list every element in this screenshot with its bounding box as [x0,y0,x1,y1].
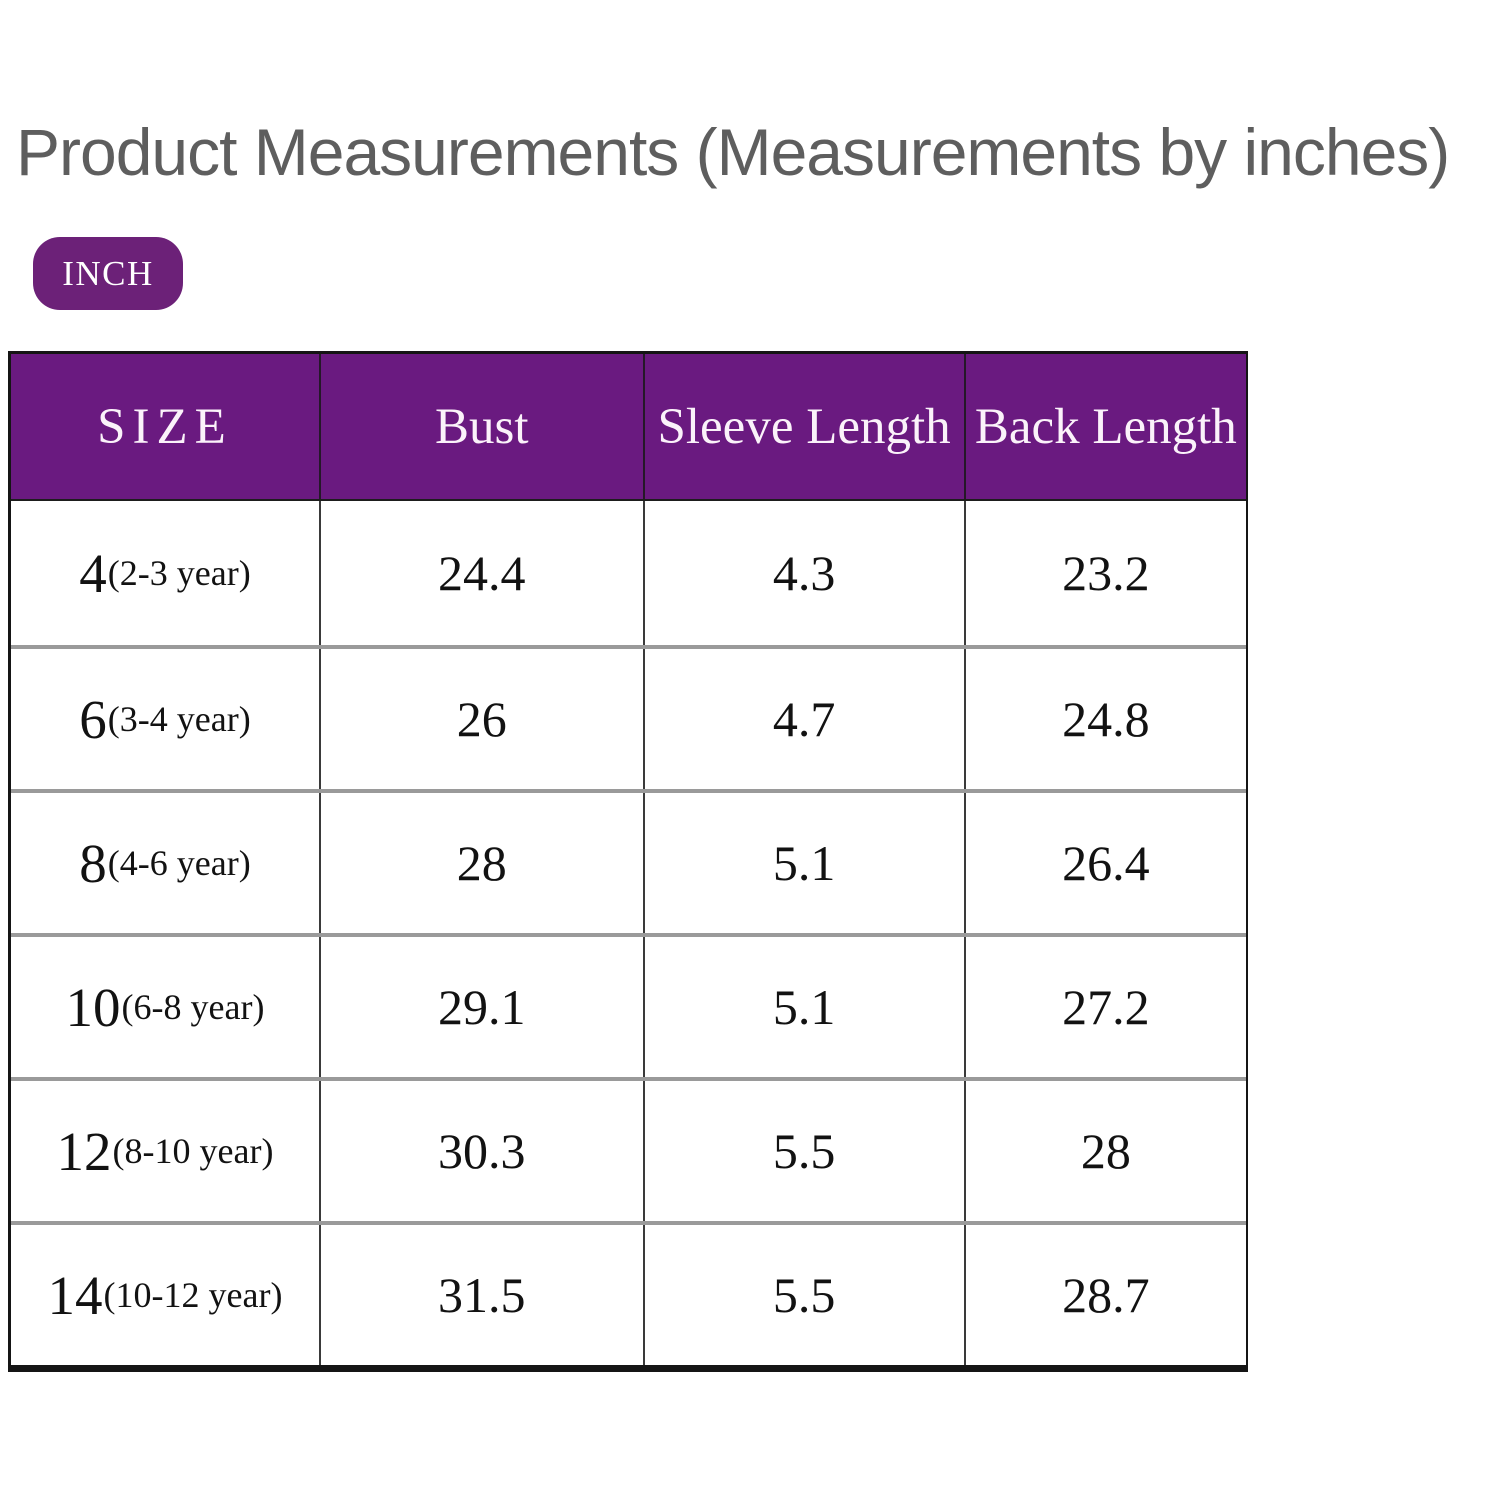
table-row: 8 (4-6 year) 28 5.1 26.4 [11,789,1246,934]
size-cell: 6 (3-4 year) [11,649,321,790]
sleeve-length-value: 5.1 [645,937,966,1078]
table-row: 4 (2-3 year) 24.4 4.3 23.2 [11,501,1246,646]
table-row: 14 (10-12 year) 31.5 5.5 28.7 [11,1221,1246,1366]
table-row: 10 (6-8 year) 29.1 5.1 27.2 [11,933,1246,1078]
sleeve-length-value: 4.7 [645,649,966,790]
size-age-range: (2-3 year) [107,553,251,594]
page-title: Product Measurements (Measurements by in… [16,115,1450,189]
bust-value: 28 [321,793,645,934]
size-age-range: (4-6 year) [107,843,251,884]
back-length-value: 28 [1080,1123,1131,1180]
sleeve-length-value: 5.5 [645,1081,966,1222]
bust-value: 24.4 [321,501,645,646]
table-header-row: SIZE Bust Sleeve Length Back Length [11,354,1246,502]
sleeve-length-value: 4.3 [645,501,966,646]
back-length-value: 23.2 [1062,545,1150,602]
bust-value: 30.3 [321,1081,645,1222]
measurements-table: SIZE Bust Sleeve Length Back Length 4 (2… [8,351,1248,1373]
table-row: 6 (3-4 year) 26 4.7 24.8 [11,645,1246,790]
size-number: 10 [65,976,121,1038]
size-cell: 14 (10-12 year) [11,1225,321,1366]
back-length-value: 28.7 [1062,1267,1150,1324]
back-length-value: 26.4 [1062,835,1150,892]
size-cell: 4 (2-3 year) [11,501,321,646]
bust-value: 26 [321,649,645,790]
table-row: 12 (8-10 year) 30.3 5.5 28 [11,1077,1246,1222]
sleeve-length-value: 5.1 [645,793,966,934]
size-age-range: (8-10 year) [112,1131,274,1172]
inch-unit-badge[interactable]: INCH [33,237,183,311]
size-age-range: (3-4 year) [107,699,251,740]
bust-value: 31.5 [321,1225,645,1366]
size-age-range: (10-12 year) [103,1275,283,1316]
size-cell: 12 (8-10 year) [11,1081,321,1222]
size-age-range: (6-8 year) [121,987,265,1028]
size-cell: 10 (6-8 year) [11,937,321,1078]
column-header-size: SIZE [11,354,321,500]
size-cell: 8 (4-6 year) [11,793,321,934]
bust-value: 29.1 [321,937,645,1078]
size-number: 12 [56,1120,112,1182]
size-number: 8 [79,832,107,894]
size-number: 14 [47,1264,103,1326]
column-header-back-length: Back Length [974,398,1237,455]
back-length-value: 27.2 [1062,979,1150,1036]
size-number: 6 [79,688,107,750]
column-header-sleeve-length: Sleeve Length [645,354,966,500]
size-number: 4 [79,542,107,604]
column-header-bust: Bust [321,354,645,500]
back-length-value: 24.8 [1062,691,1150,748]
sleeve-length-value: 5.5 [645,1225,966,1366]
